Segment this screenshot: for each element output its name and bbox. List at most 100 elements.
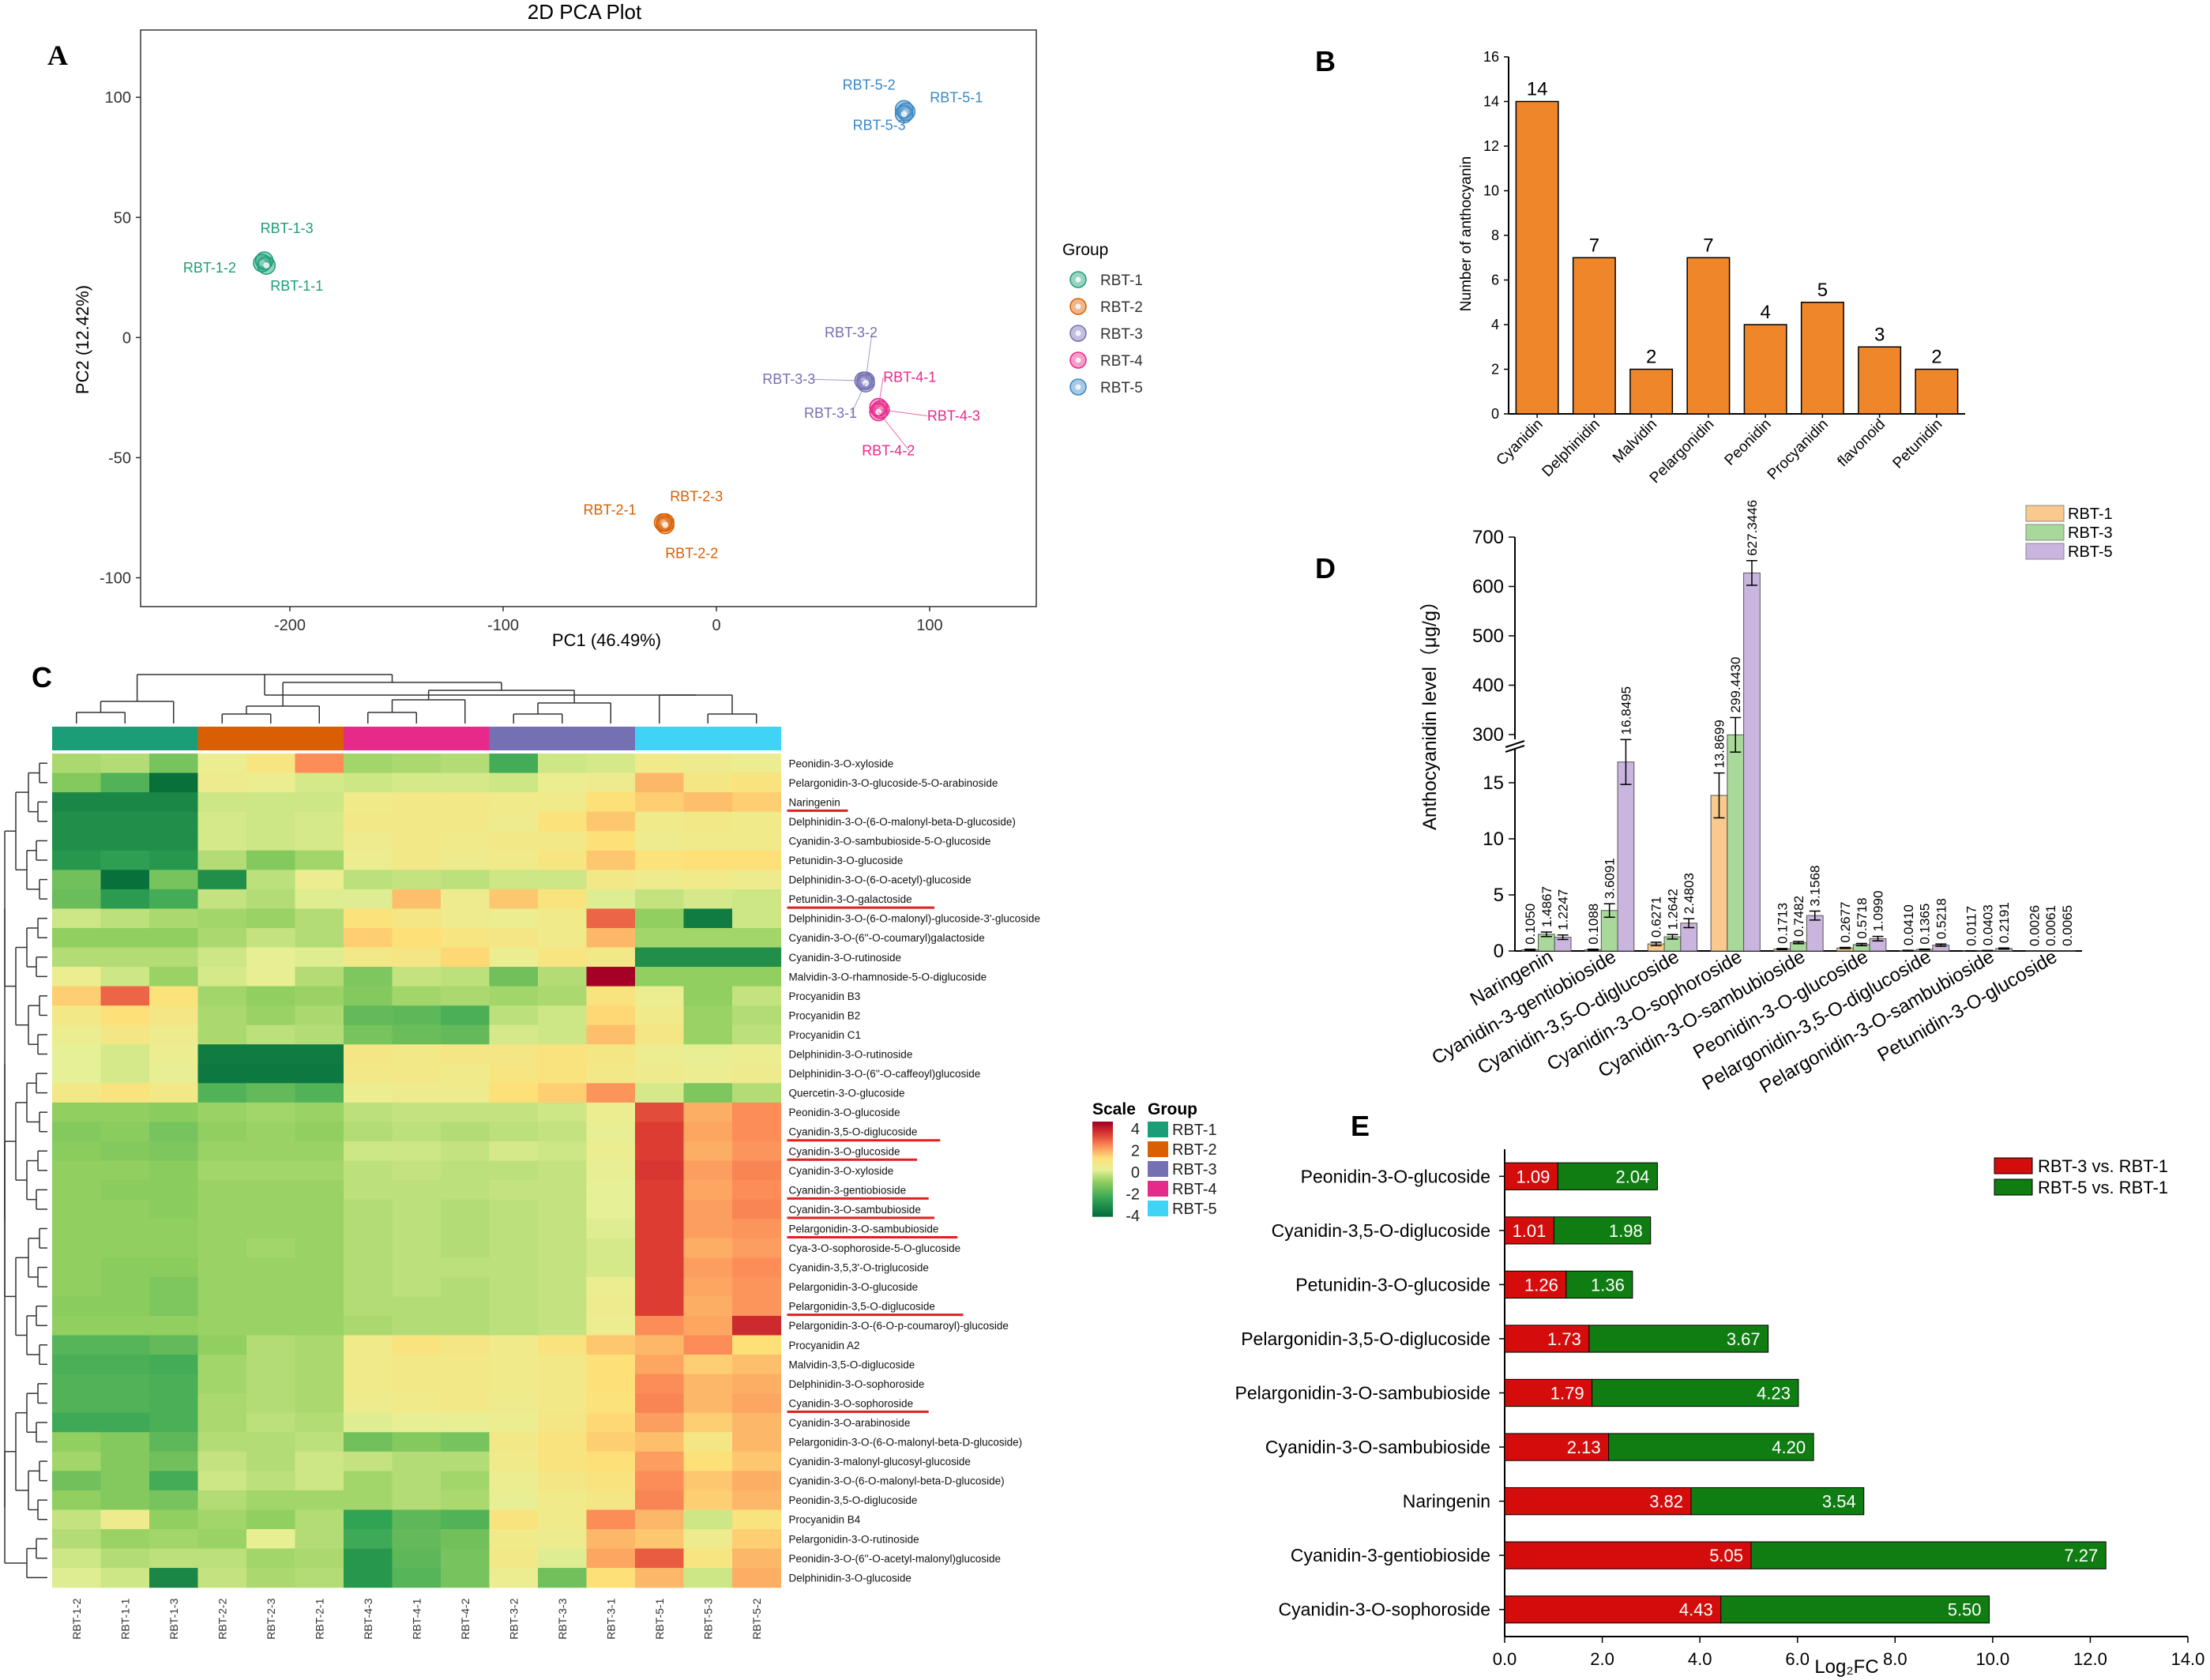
heatmap-scale-segment [1092, 1177, 1113, 1179]
heatmap-cell [441, 870, 490, 890]
heatmap-cell [586, 1509, 636, 1530]
heatmap-cell [344, 1199, 393, 1220]
heatmap-row-label: Naringenin [789, 796, 840, 808]
heatmap-cell [295, 1335, 344, 1355]
heatmap-cell [52, 772, 102, 793]
heatmap-cell [197, 986, 247, 1006]
bar-d-value-label: 0.5218 [1934, 898, 1949, 939]
heatmap-row-label: Pelargonidin-3-O-(6-O-malonyl-beta-D-glu… [789, 1437, 1023, 1449]
heatmap-cell [489, 1257, 539, 1278]
pca-x-tick-label: -100 [487, 617, 519, 634]
heatmap-cell [246, 1296, 296, 1317]
heatmap-cell [392, 1355, 442, 1375]
heatmap-cell [149, 1257, 199, 1278]
heatmap-cell [441, 1393, 490, 1414]
heatmap-cell [52, 1529, 102, 1550]
heatmap-cell [52, 1141, 102, 1162]
heatmap-cell [295, 1296, 344, 1317]
heatmap-cell [683, 1005, 733, 1026]
heatmap-cell [683, 1219, 733, 1239]
heatmap-cell [100, 927, 150, 949]
heatmap-cell [392, 831, 442, 851]
pca-legend-marker-center [1075, 330, 1081, 336]
heatmap-cell [149, 1005, 199, 1026]
bar-e-bar-segment [1588, 1325, 1769, 1353]
heatmap-cell [100, 1315, 150, 1336]
heatmap-cell [344, 1083, 393, 1103]
heatmap-cell [197, 967, 247, 987]
pca-legend-marker-center [1075, 303, 1081, 310]
bar-b-y-tick-label: 6 [1491, 272, 1499, 288]
heatmap-cell [100, 1471, 150, 1491]
bar-e-legend-swatch [1994, 1178, 2033, 1196]
heatmap-cell [538, 1219, 588, 1239]
heatmap-cell [392, 927, 442, 949]
heatmap-row-label: Cyanidin-3-O-xyloside [789, 1165, 894, 1177]
heatmap-cell [246, 1160, 296, 1181]
heatmap-cell [683, 1529, 733, 1550]
heatmap-row-label: Delphinidin-3-O-sophoroside [789, 1378, 925, 1390]
heatmap-cell [441, 1219, 490, 1239]
heatmap-scale-segment [1092, 1215, 1113, 1217]
heatmap-row-label: Petunidin-3-O-galactoside [789, 893, 912, 905]
heatmap-row-label: Pelargonidin-3,5-O-diglucoside [789, 1301, 935, 1313]
bar-e-bar-segment [1592, 1378, 1799, 1408]
heatmap-row-label: Peonidin-3-O-xyloside [789, 757, 894, 769]
heatmap-cell [246, 947, 296, 968]
heatmap-scale-segment [1092, 1210, 1113, 1212]
heatmap-cell [52, 870, 102, 890]
heatmap-cell [149, 1083, 199, 1103]
heatmap-cell [392, 1451, 442, 1471]
heatmap-cell [538, 967, 588, 987]
heatmap-cell [635, 1471, 685, 1491]
heatmap-cell [392, 908, 442, 929]
heatmap-scale-segment [1092, 1185, 1113, 1187]
heatmap-cell [732, 1451, 782, 1471]
heatmap-cell [149, 1219, 199, 1239]
heatmap-cell [489, 1160, 539, 1181]
heatmap-cell [489, 1180, 539, 1201]
heatmap-cell [344, 1257, 393, 1278]
panel-d-letter: D [1315, 552, 1336, 584]
heatmap-cell [246, 1490, 296, 1511]
heatmap-group-label: RBT-3 [1172, 1161, 1217, 1178]
heatmap-cell [732, 1412, 782, 1433]
heatmap-row-label: Cyanidin-3,5-O-diglucoside [789, 1126, 918, 1138]
bar-e-x-tick-label: 0.0 [1493, 1649, 1517, 1669]
heatmap-cell [586, 1063, 636, 1084]
bar-d-y-tick-label: 15 [1483, 772, 1504, 794]
heatmap-cell [586, 1451, 636, 1471]
heatmap-scale-segment [1092, 1163, 1113, 1165]
heatmap-row-label: Procyanidin C1 [789, 1029, 862, 1041]
bar-e-value-label: 1.09 [1517, 1167, 1550, 1186]
pca-label-connector [880, 409, 927, 417]
heatmap-cell [52, 754, 102, 774]
heatmap-cell [732, 831, 782, 851]
heatmap-scale-segment [1092, 1126, 1113, 1129]
heatmap-row-label: Peonidin-3-O-glucoside [789, 1107, 900, 1118]
pca-point-label: RBT-5-1 [930, 89, 983, 105]
heatmap-cell [344, 1024, 393, 1045]
bar-d-value-label: 3.1568 [1808, 865, 1823, 906]
heatmap-cell [489, 1471, 539, 1491]
bar-b-value-label: 2 [1646, 347, 1656, 368]
heatmap-cell [635, 754, 685, 774]
pca-legend-marker-center [1075, 276, 1081, 283]
bar-d-value-label: 0.1713 [1775, 903, 1790, 944]
heatmap-group-strip [586, 727, 636, 750]
heatmap-cell [683, 1160, 733, 1181]
heatmap-cell [732, 1374, 782, 1394]
bar-d-value-label: 0.1050 [1523, 904, 1538, 945]
heatmap-cell [538, 1005, 588, 1026]
bar-d-bar [1727, 734, 1745, 952]
heatmap-cell [732, 1276, 782, 1297]
heatmap-cell [489, 1219, 539, 1239]
bar-e-bar-segment [1608, 1433, 1814, 1461]
heatmap-cell [295, 1044, 344, 1065]
heatmap-cell [489, 1102, 539, 1123]
bar-d-axis-break-mark [1505, 740, 1525, 748]
heatmap-scale-segment [1092, 1150, 1113, 1152]
heatmap-cell [635, 1568, 685, 1588]
heatmap-cell [586, 850, 636, 870]
heatmap-cell [197, 1122, 247, 1142]
